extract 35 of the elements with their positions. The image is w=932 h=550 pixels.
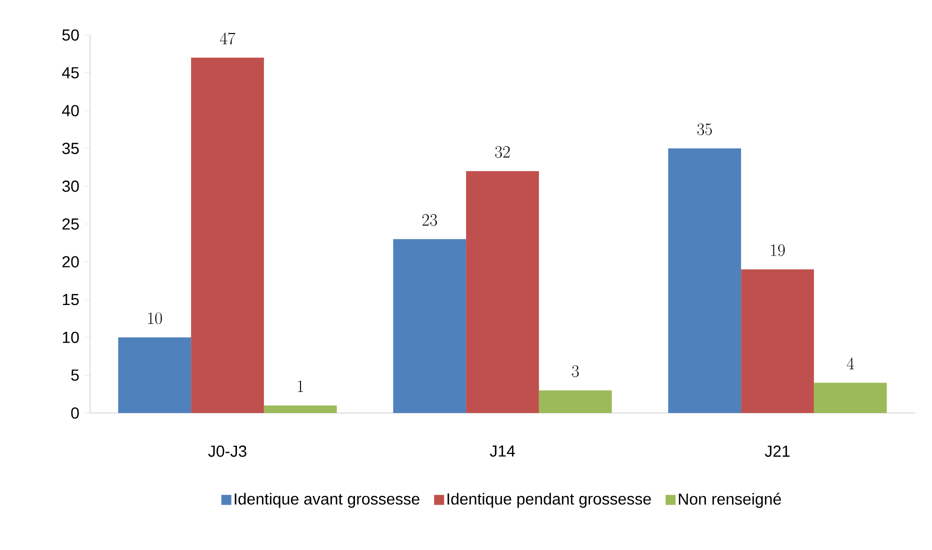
y-tick-label: 20 bbox=[62, 256, 79, 268]
data-label: 23 bbox=[422, 214, 437, 226]
data-label: 4 bbox=[846, 358, 854, 370]
legend-label: Identique pendant grossesse bbox=[448, 492, 651, 508]
y-tick-label: 40 bbox=[62, 104, 79, 116]
y-tick-label: 15 bbox=[62, 294, 79, 306]
y-tick-label: 35 bbox=[62, 142, 79, 154]
y-tick-label: 5 bbox=[71, 370, 79, 381]
data-label: 19 bbox=[771, 244, 785, 256]
data-label: 47 bbox=[220, 32, 236, 44]
y-tick-label: 45 bbox=[62, 67, 79, 78]
data-label: 32 bbox=[495, 146, 510, 158]
legend-label: Non renseigné bbox=[678, 492, 781, 508]
bar bbox=[814, 382, 887, 413]
bar bbox=[264, 405, 337, 413]
y-tick-label: 50 bbox=[62, 29, 79, 41]
bar bbox=[538, 390, 612, 413]
data-label: 1 bbox=[298, 380, 304, 392]
bar bbox=[668, 148, 742, 413]
bar bbox=[466, 171, 539, 413]
data-label: 3 bbox=[572, 365, 579, 378]
y-tick-label: 30 bbox=[62, 180, 79, 192]
data-label: 10 bbox=[148, 312, 162, 324]
x-tick-label: J0-J3 bbox=[208, 446, 246, 457]
y-tick-label: 10 bbox=[62, 332, 79, 344]
bar bbox=[191, 58, 264, 413]
legend-label: Identique avant grossesse bbox=[234, 492, 420, 508]
y-tick-label: 0 bbox=[71, 407, 79, 419]
x-tick-label: J14 bbox=[490, 446, 515, 457]
x-tick-label: J21 bbox=[764, 446, 790, 457]
bar bbox=[741, 269, 814, 413]
y-tick-label: 25 bbox=[62, 218, 79, 230]
bar bbox=[393, 239, 466, 413]
bar bbox=[118, 337, 192, 413]
data-label: 35 bbox=[697, 123, 712, 136]
